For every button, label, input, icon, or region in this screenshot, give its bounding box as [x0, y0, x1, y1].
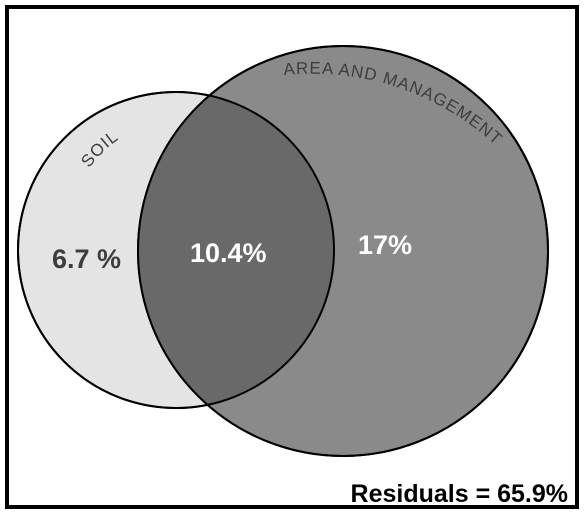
residuals-label: Residuals = 65.9% [351, 480, 568, 508]
intersection-region [138, 92, 334, 408]
area-management-circle-outline [137, 45, 549, 457]
area-management-only-value: 17% [358, 230, 412, 260]
intersection-value: 10.4% [190, 238, 267, 268]
soil-only-value: 6.7 % [52, 244, 121, 274]
soil-circle-outline [17, 91, 335, 409]
